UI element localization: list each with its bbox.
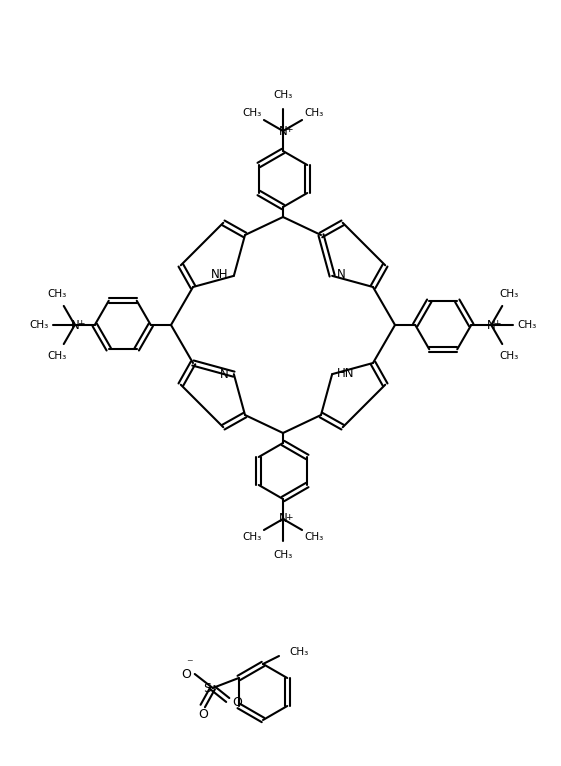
- Text: CH₃: CH₃: [47, 351, 66, 362]
- Text: CH₃: CH₃: [273, 550, 293, 560]
- Text: CH₃: CH₃: [29, 320, 48, 330]
- Text: CH₃: CH₃: [500, 351, 519, 362]
- Text: HN: HN: [337, 367, 355, 380]
- Text: NH: NH: [211, 268, 229, 281]
- Text: +: +: [494, 319, 501, 328]
- Text: CH₃: CH₃: [242, 532, 261, 542]
- Text: CH₃: CH₃: [273, 90, 293, 100]
- Text: CH₃: CH₃: [518, 320, 537, 330]
- Text: CH₃: CH₃: [47, 289, 66, 299]
- Text: CH₃: CH₃: [289, 647, 308, 657]
- Text: O: O: [181, 669, 191, 682]
- Text: N: N: [337, 268, 346, 281]
- Text: N: N: [279, 512, 287, 525]
- Text: O: O: [198, 709, 208, 722]
- Text: CH₃: CH₃: [242, 108, 261, 118]
- Text: N: N: [70, 319, 79, 332]
- Text: O: O: [232, 696, 242, 709]
- Text: +: +: [285, 125, 293, 134]
- Text: S: S: [203, 682, 211, 695]
- Text: CH₃: CH₃: [305, 532, 324, 542]
- Text: +: +: [77, 319, 85, 328]
- Text: ⁻: ⁻: [186, 657, 193, 670]
- Text: +: +: [285, 513, 293, 522]
- Text: N: N: [220, 368, 229, 381]
- Text: CH₃: CH₃: [305, 108, 324, 118]
- Text: CH₃: CH₃: [500, 289, 519, 299]
- Text: N: N: [279, 125, 287, 138]
- Text: N: N: [487, 319, 495, 332]
